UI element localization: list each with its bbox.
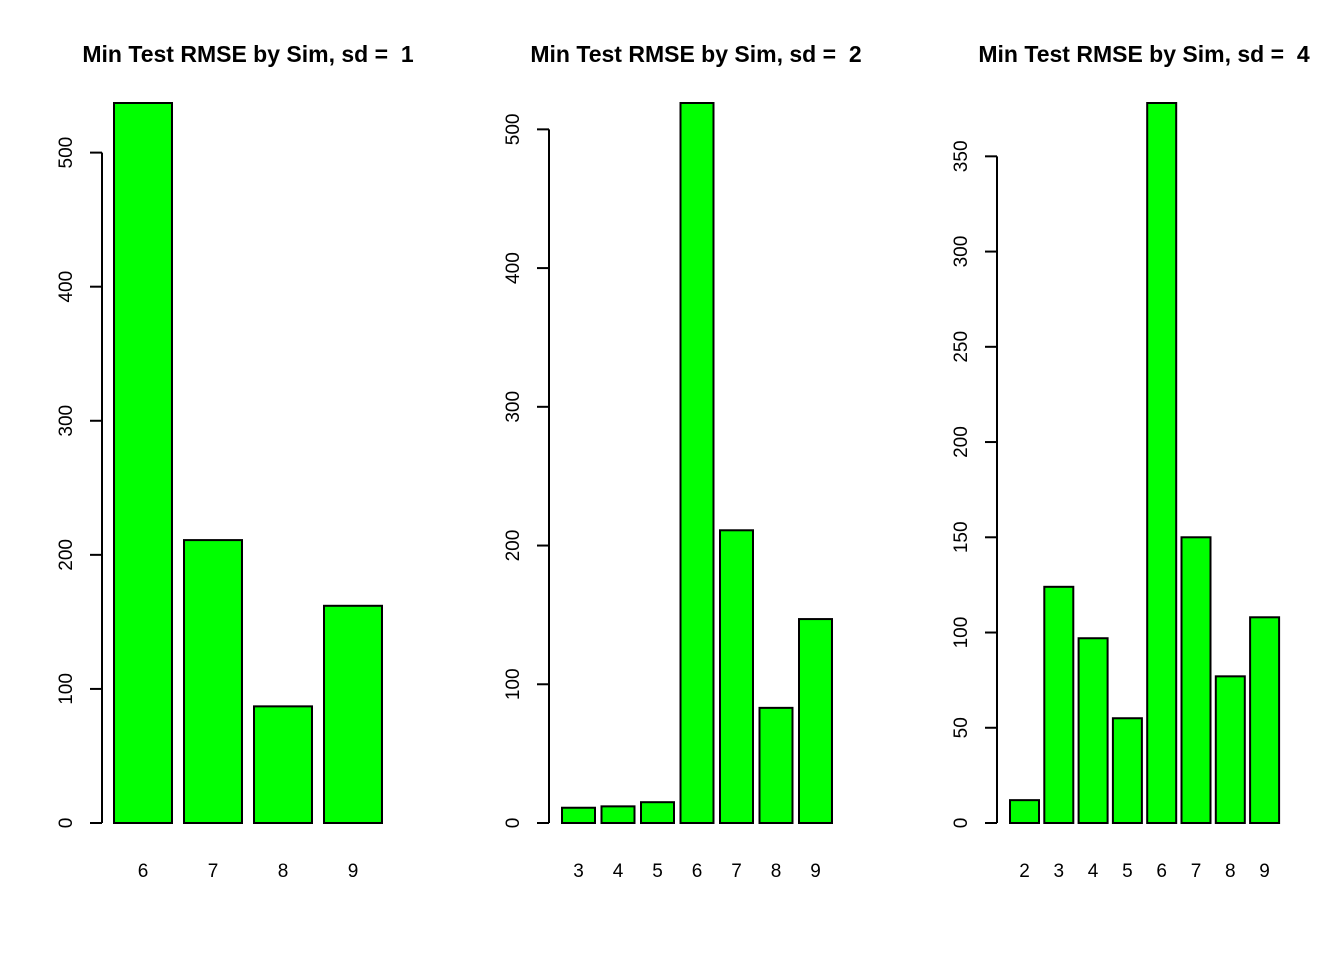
x-tick-label: 8 (771, 861, 782, 882)
x-tick-label: 6 (1156, 861, 1167, 882)
y-tick-label: 0 (56, 818, 77, 829)
x-tick-label: 3 (573, 861, 584, 882)
x-tick-label: 8 (1225, 861, 1236, 882)
x-tick-label: 5 (652, 861, 663, 882)
x-tick-label: 5 (1122, 861, 1133, 882)
bar-8 (1214, 675, 1246, 824)
y-tick-label: 50 (951, 717, 972, 738)
x-tick-label: 8 (278, 861, 289, 882)
bar-7 (1180, 536, 1212, 824)
chart-panel-sd-2: Min Test RMSE by Sim, sd = 2 3 4 5 6 7 8 9 0 100… (503, 41, 862, 882)
x-tick-label: 6 (138, 861, 149, 882)
y-tick-label: 0 (951, 818, 972, 829)
x-tick-label: 3 (1054, 861, 1065, 882)
y-tick-label: 400 (56, 271, 77, 303)
x-tick-label: 4 (1088, 861, 1099, 882)
y-tick-label: 500 (56, 137, 77, 169)
y-tick-label: 0 (503, 818, 524, 829)
bar-9 (798, 618, 833, 824)
bar-8 (253, 705, 313, 824)
y-tick-label: 200 (56, 539, 77, 571)
y-tick-label: 100 (503, 668, 524, 700)
bar-5 (640, 801, 675, 824)
bar-6 (1146, 102, 1178, 824)
chart-panel-sd-4: Min Test RMSE by Sim, sd = 4 2 3 4 5 6 7 8 9 0 50… (951, 41, 1310, 882)
bar-7 (719, 529, 754, 825)
y-tick-label: 300 (951, 236, 972, 268)
x-tick-label: 4 (613, 861, 624, 882)
y-tick-label: 200 (503, 530, 524, 562)
x-tick-label: 6 (692, 861, 703, 882)
y-tick-label: 100 (951, 617, 972, 649)
bar-6 (679, 102, 715, 824)
bar-3 (1043, 585, 1075, 824)
chart-title: Min Test RMSE by Sim, sd = 4 (978, 41, 1309, 67)
x-tick-label: 9 (348, 861, 359, 882)
bar-3 (561, 806, 596, 824)
x-tick-label: 9 (1259, 861, 1270, 882)
y-tick-label: 500 (503, 114, 524, 146)
y-tick-label: 300 (503, 391, 524, 423)
x-tick-label: 7 (731, 861, 742, 882)
bar-9 (323, 604, 383, 824)
chart-title: Min Test RMSE by Sim, sd = 2 (530, 41, 861, 67)
y-tick-label: 300 (56, 405, 77, 437)
bar-4 (600, 805, 636, 824)
bar-6 (113, 102, 173, 824)
chart-title: Min Test RMSE by Sim, sd = 1 (82, 41, 413, 67)
y-tick-label: 250 (951, 331, 972, 363)
bar-5 (1111, 717, 1143, 824)
y-tick-label: 150 (951, 521, 972, 553)
y-tick-label: 350 (951, 140, 972, 172)
x-tick-label: 9 (810, 861, 821, 882)
x-tick-label: 2 (1019, 861, 1030, 882)
bar-9 (1249, 616, 1281, 824)
y-tick-label: 400 (503, 252, 524, 284)
y-tick-label: 200 (951, 426, 972, 458)
bar-8 (758, 706, 794, 824)
bar-4 (1077, 637, 1109, 824)
x-tick-label: 7 (208, 861, 219, 882)
chart-panel-sd-1: Min Test RMSE by Sim, sd = 1 6 7 8 9 0 100 200… (56, 41, 414, 882)
x-tick-label: 7 (1191, 861, 1202, 882)
bar-7 (183, 539, 243, 824)
bar-2 (1009, 799, 1040, 825)
y-tick-label: 100 (56, 673, 77, 705)
